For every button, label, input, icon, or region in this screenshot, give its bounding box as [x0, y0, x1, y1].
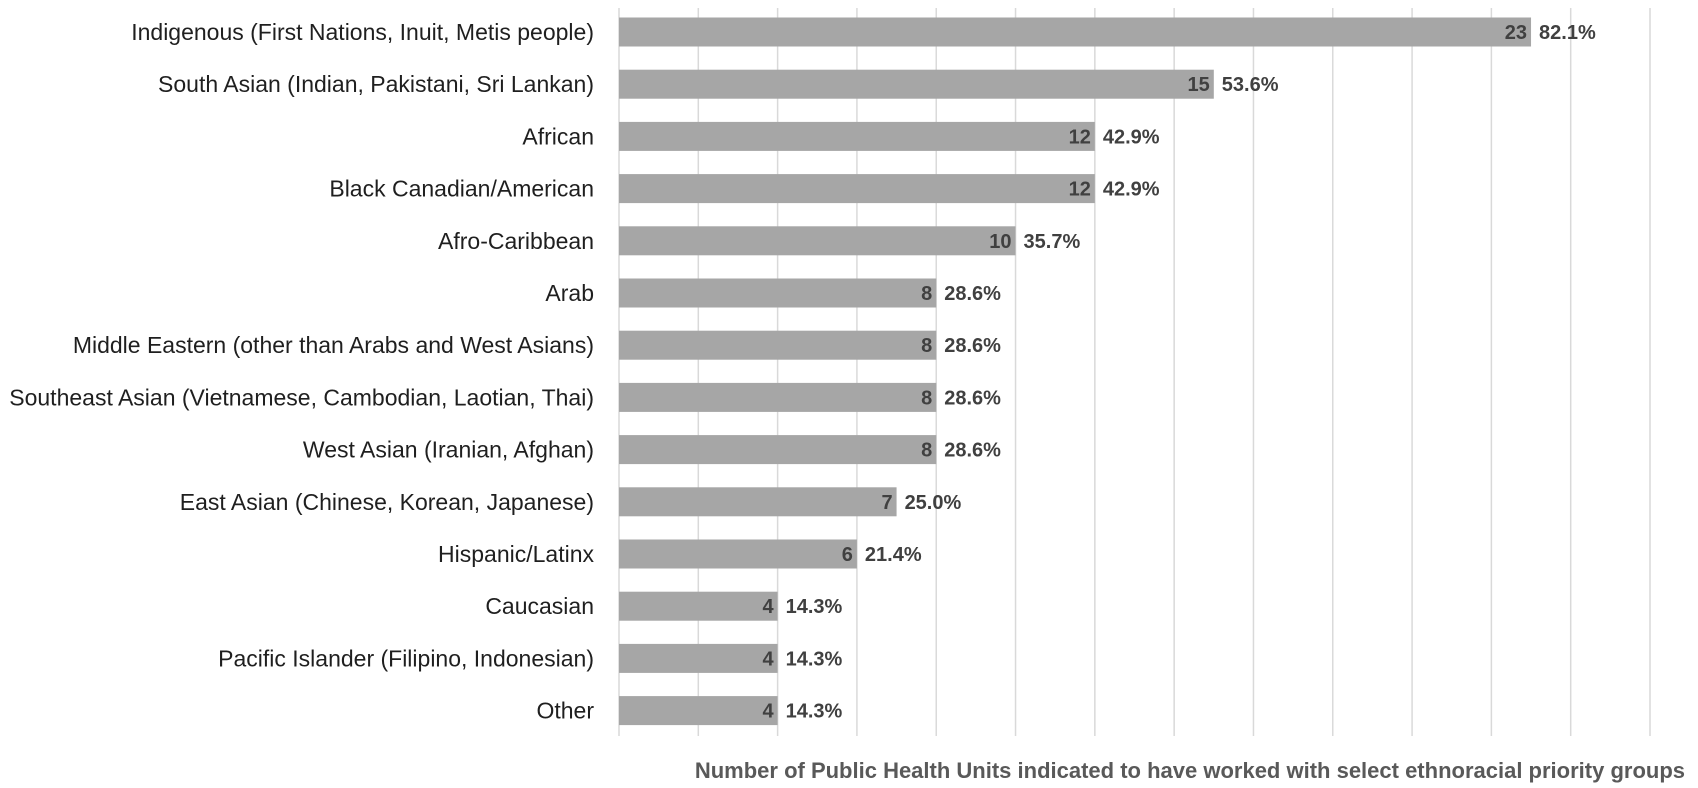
percent-label: 14.3% — [786, 648, 843, 670]
category-label: East Asian (Chinese, Korean, Japanese) — [180, 489, 594, 515]
category-label: South Asian (Indian, Pakistani, Sri Lank… — [158, 71, 594, 97]
labels: Indigenous (First Nations, Inuit, Metis … — [9, 19, 1596, 724]
category-label: West Asian (Iranian, Afghan) — [303, 437, 594, 463]
percent-label: 14.3% — [786, 701, 843, 723]
percent-label: 28.6% — [944, 283, 1001, 305]
bar — [619, 435, 937, 465]
category-label: Other — [536, 698, 594, 724]
category-label: Arab — [545, 280, 594, 306]
category-label: Black Canadian/American — [329, 176, 594, 202]
percent-label: 28.6% — [944, 440, 1001, 462]
percent-label: 35.7% — [1024, 231, 1081, 253]
value-label: 4 — [762, 596, 774, 618]
bars — [619, 17, 1532, 726]
bar — [619, 696, 778, 726]
bar — [619, 591, 778, 621]
bar — [619, 539, 857, 569]
value-label: 12 — [1069, 179, 1091, 201]
percent-label: 28.6% — [944, 387, 1001, 409]
percent-label: 25.0% — [905, 492, 962, 514]
percent-label: 42.9% — [1103, 179, 1160, 201]
value-label: 4 — [762, 701, 774, 723]
category-label: Hispanic/Latinx — [438, 541, 594, 567]
category-label: Middle Eastern (other than Arabs and Wes… — [73, 332, 594, 358]
value-label: 15 — [1188, 74, 1210, 96]
value-label: 8 — [921, 387, 932, 409]
value-label: 12 — [1069, 126, 1091, 148]
gridlines — [618, 8, 1651, 736]
bar — [619, 226, 1016, 256]
category-label: Indigenous (First Nations, Inuit, Metis … — [131, 19, 594, 45]
bar — [619, 69, 1214, 99]
percent-label: 14.3% — [786, 596, 843, 618]
category-label: Pacific Islander (Filipino, Indonesian) — [218, 645, 594, 671]
value-label: 10 — [989, 231, 1011, 253]
bar — [619, 487, 897, 517]
category-label: Southeast Asian (Vietnamese, Cambodian, … — [9, 384, 594, 410]
value-label: 23 — [1505, 22, 1527, 44]
value-label: 8 — [921, 440, 932, 462]
category-label: Caucasian — [485, 593, 594, 619]
bar — [619, 330, 937, 360]
percent-label: 42.9% — [1103, 126, 1160, 148]
bar — [619, 382, 937, 412]
percent-label: 53.6% — [1222, 74, 1279, 96]
bar — [619, 17, 1532, 47]
value-label: 4 — [762, 648, 774, 670]
percent-label: 28.6% — [944, 335, 1001, 357]
value-label: 7 — [881, 492, 892, 514]
value-label: 8 — [921, 283, 932, 305]
bar — [619, 643, 778, 673]
bar — [619, 121, 1095, 151]
value-label: 6 — [842, 544, 853, 566]
percent-label: 21.4% — [865, 544, 922, 566]
percent-label: 82.1% — [1539, 22, 1596, 44]
x-axis-title: Number of Public Health Units indicated … — [695, 758, 1685, 783]
value-label: 8 — [921, 335, 932, 357]
bar — [619, 174, 1095, 204]
bar — [619, 278, 937, 308]
category-label: Afro-Caribbean — [438, 228, 594, 254]
category-label: African — [522, 123, 594, 149]
